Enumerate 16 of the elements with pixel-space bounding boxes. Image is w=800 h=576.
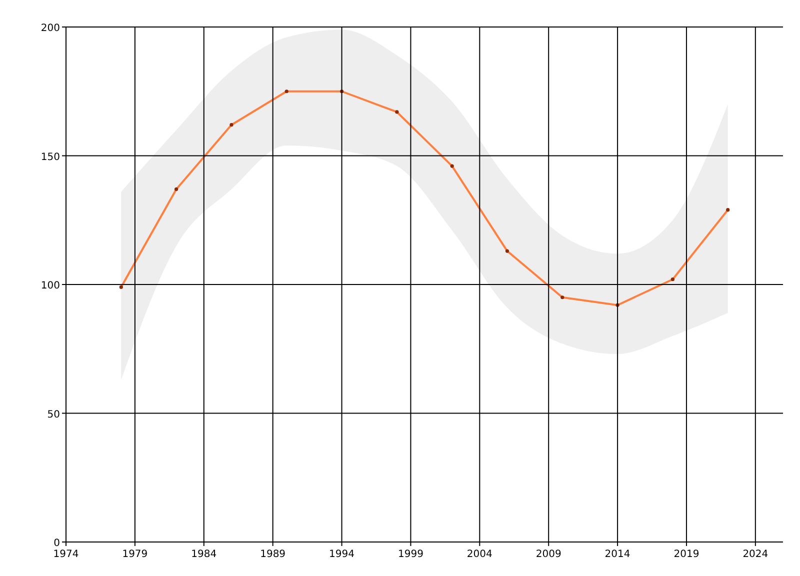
y-tick-label: 200: [40, 23, 60, 34]
x-tick-label: 2024: [742, 549, 768, 560]
x-tick-label: 2014: [604, 549, 630, 560]
x-tick-label: 1999: [398, 549, 424, 560]
x-tick-label: 1984: [191, 549, 217, 560]
x-tick-label: 1979: [122, 549, 148, 560]
y-tick-label: 100: [40, 280, 60, 292]
y-tick-label: 150: [40, 152, 60, 163]
x-tick-label: 2004: [466, 549, 492, 560]
x-tick-label: 2009: [536, 549, 562, 560]
x-tick-label: 2019: [674, 549, 700, 560]
x-tick-label: 1974: [53, 549, 79, 560]
x-tick-label: 1989: [260, 549, 286, 560]
x-tick-label: 1994: [329, 549, 354, 560]
y-tick-label: 50: [47, 409, 60, 420]
y-tick-label: 0: [54, 538, 60, 549]
